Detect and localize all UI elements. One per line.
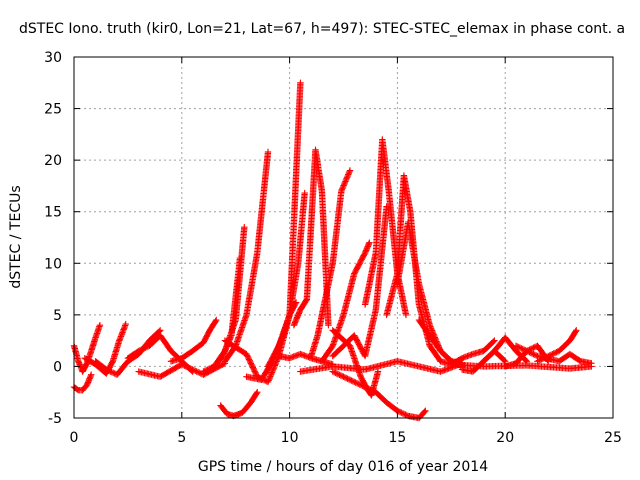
data-point-markers xyxy=(318,239,373,365)
y-tick-label: 30 xyxy=(44,50,62,66)
data-points xyxy=(70,79,595,422)
data-point-markers xyxy=(264,189,308,370)
y-tick-label: 25 xyxy=(44,102,62,118)
data-point-markers xyxy=(308,167,354,360)
x-tick-label: 5 xyxy=(177,430,186,446)
axis-ticks: 0 5 10 15 20 25 -5 0 5 10 15 20 25 30 xyxy=(44,50,622,446)
y-axis-label: dSTEC / TECUs xyxy=(8,185,24,288)
x-tick-label: 25 xyxy=(604,430,622,446)
data-series xyxy=(534,327,580,365)
y-tick-label: 10 xyxy=(44,256,62,272)
data-point-markers xyxy=(167,316,220,365)
data-point-markers xyxy=(221,148,272,365)
x-tick-label: 0 xyxy=(70,430,79,446)
data-point-markers xyxy=(534,327,580,365)
y-tick-label: 20 xyxy=(44,153,62,169)
data-series xyxy=(448,361,595,372)
plot-frame xyxy=(73,56,614,419)
x-tick-label: 10 xyxy=(281,430,299,446)
data-point-markers xyxy=(448,361,595,372)
data-series xyxy=(221,148,272,365)
data-series xyxy=(81,320,129,377)
x-tick-label: 15 xyxy=(388,430,406,446)
y-tick-label: 15 xyxy=(44,205,62,221)
data-series xyxy=(217,389,261,420)
chart-title: dSTEC Iono. truth (kir0, Lon=21, Lat=67,… xyxy=(19,21,625,37)
data-point-markers xyxy=(329,203,390,360)
y-tick-label: 0 xyxy=(53,359,62,375)
data-point-markers xyxy=(217,389,261,420)
data-series xyxy=(210,224,248,370)
y-tick-label: 5 xyxy=(53,308,62,324)
y-tick-label: -5 xyxy=(48,411,62,427)
data-series xyxy=(329,203,390,360)
data-point-markers xyxy=(210,224,248,370)
data-point-markers xyxy=(297,358,466,375)
data-series xyxy=(297,358,466,375)
data-series xyxy=(308,167,354,360)
x-axis-label: GPS time / hours of day 016 of year 2014 xyxy=(198,459,488,475)
data-point-markers xyxy=(81,320,129,377)
x-tick-label: 20 xyxy=(496,430,514,446)
data-series xyxy=(167,316,220,365)
data-series xyxy=(318,239,373,365)
data-series xyxy=(264,189,308,370)
